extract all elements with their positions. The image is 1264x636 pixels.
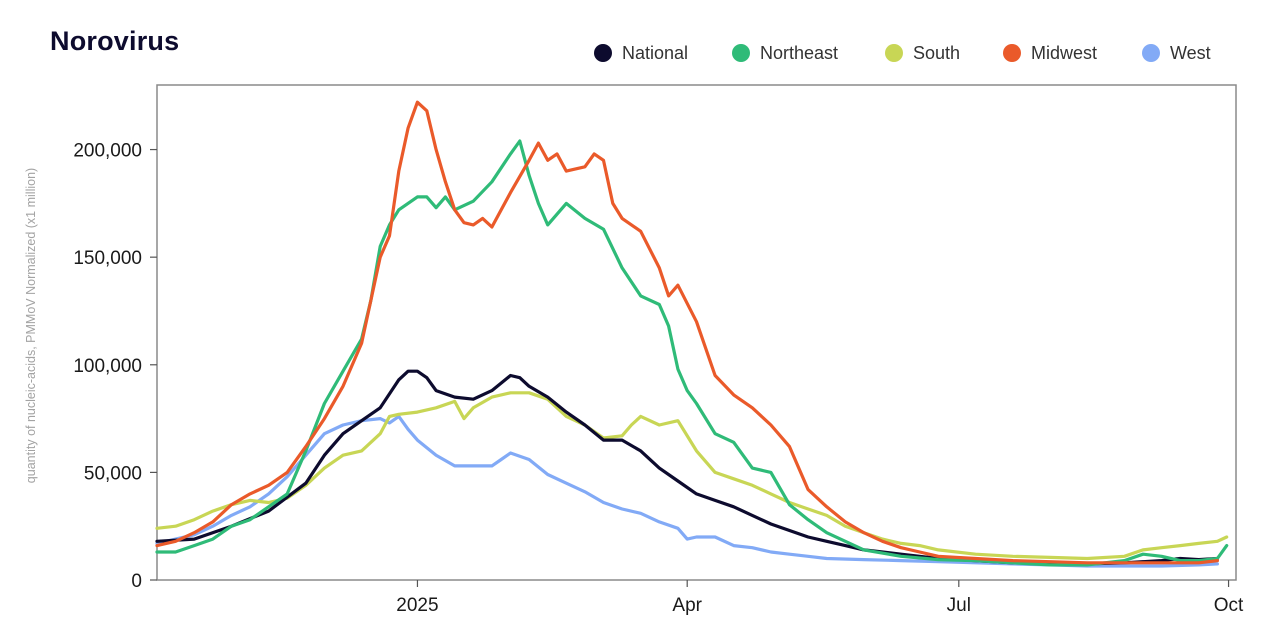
legend-label-northeast: Northeast: [760, 42, 839, 63]
series-line-south: [155, 391, 1229, 561]
chart-title: Norovirus: [50, 26, 180, 56]
x-tick-label: Jul: [947, 595, 971, 616]
x-tick-label: Oct: [1214, 595, 1244, 616]
series-line-west: [155, 414, 1219, 568]
legend-label-south: South: [913, 42, 961, 63]
legend-dot-icon: [885, 44, 903, 62]
legend-dot-icon: [1142, 44, 1160, 62]
series-line-midwest: [155, 100, 1219, 565]
legend-item-south[interactable]: South: [885, 40, 960, 66]
x-tick-label: Apr: [672, 595, 702, 616]
legend-item-northeast[interactable]: Northeast: [732, 40, 838, 66]
legend-dot-icon: [594, 44, 612, 62]
legend-label-west: West: [1170, 42, 1211, 63]
y-tick-label: 200,000: [73, 141, 142, 162]
y-tick-label: 0: [131, 571, 142, 592]
legend-item-national[interactable]: National: [594, 40, 688, 66]
series-line-national: [155, 369, 1219, 566]
y-tick-label: 150,000: [73, 248, 142, 269]
legend-label-midwest: Midwest: [1031, 42, 1098, 63]
x-tick-label: 2025: [396, 595, 438, 616]
legend-item-midwest[interactable]: Midwest: [1003, 40, 1097, 66]
legend-dot-icon: [1003, 44, 1021, 62]
series-line-northeast: [155, 139, 1229, 567]
plot-frame: [156, 84, 1237, 581]
legend-label-national: National: [622, 42, 689, 63]
y-tick-label: 50,000: [84, 463, 142, 484]
y-tick-label: 100,000: [73, 356, 142, 377]
legend: National Northeast South Midwest West: [0, 40, 1264, 70]
legend-item-west[interactable]: West: [1142, 40, 1211, 66]
y-axis-label: quantity of nucleic-acids, PMMoV Normali…: [24, 168, 38, 483]
legend-dot-icon: [732, 44, 750, 62]
